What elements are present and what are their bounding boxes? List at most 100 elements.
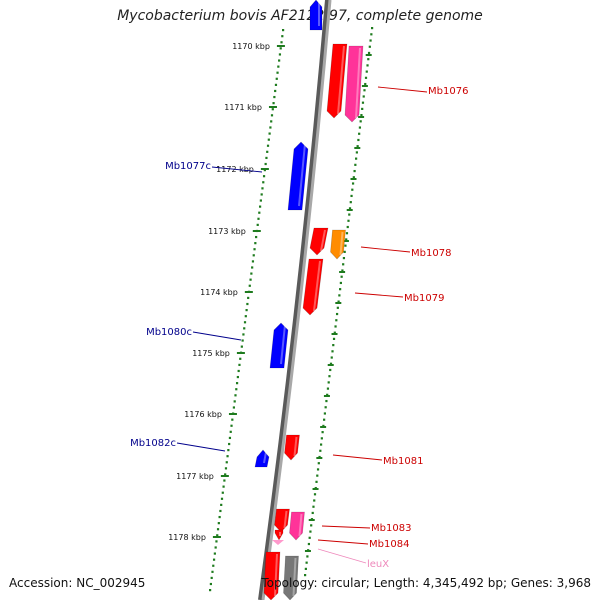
gene-label-mb1082c[interactable]: Mb1082c xyxy=(130,438,176,449)
outer-ruler-dot xyxy=(341,269,344,272)
gene-label-mb1081[interactable]: Mb1081 xyxy=(383,456,423,467)
gene-arrow-mb1076[interactable] xyxy=(344,45,364,123)
inner-ruler-dot xyxy=(258,205,262,208)
inner-ruler-dot xyxy=(274,89,277,93)
gene-label-mb1076[interactable]: Mb1076 xyxy=(428,86,468,97)
inner-ruler-dot xyxy=(247,296,250,300)
outer-ruler-dot xyxy=(309,530,312,533)
outer-ruler-dot xyxy=(319,443,323,446)
outer-ruler-dot xyxy=(371,27,374,30)
gene-label-mb1083[interactable]: Mb1083 xyxy=(371,523,411,534)
ruler-tick-label: 1173 kbp xyxy=(208,227,246,236)
outer-ruler-dot xyxy=(335,312,339,316)
inner-ruler-dot xyxy=(236,375,239,379)
inner-ruler-dot xyxy=(263,169,266,172)
outer-ruler-dot xyxy=(313,493,317,496)
inner-ruler-dot xyxy=(253,248,256,251)
gene-arrow-mb1082c[interactable] xyxy=(254,449,270,468)
outer-ruler-dot xyxy=(320,437,323,440)
inner-ruler-dot xyxy=(227,449,230,452)
inner-ruler-dot xyxy=(246,302,249,306)
inner-ruler-dot xyxy=(264,162,267,166)
inner-ruler-dot xyxy=(278,59,281,62)
outer-ruler-dot xyxy=(321,431,324,434)
inner-ruler-dot xyxy=(218,515,221,519)
gene-arrow-mb1076-a[interactable] xyxy=(326,43,348,119)
inner-ruler-dot xyxy=(262,181,265,184)
outer-ruler-dot xyxy=(329,362,333,365)
inner-ruler-dot xyxy=(238,363,241,366)
inner-ruler-dot xyxy=(268,132,271,135)
gene-label-mb1080c[interactable]: Mb1080c xyxy=(146,327,192,338)
outer-ruler-dot xyxy=(345,238,348,241)
gene-arrow-bottom-b[interactable] xyxy=(283,555,299,600)
outer-ruler-dot xyxy=(313,499,316,502)
outer-ruler-dot xyxy=(343,250,346,253)
outer-ruler-dot xyxy=(358,132,361,135)
outer-ruler-dot xyxy=(342,263,345,266)
gene-label-mb1084[interactable]: Mb1084 xyxy=(369,539,409,550)
gene-arrow-leux[interactable] xyxy=(272,540,284,545)
gene-label-mb1079[interactable]: Mb1079 xyxy=(404,293,444,304)
inner-ruler-dot xyxy=(212,558,216,561)
outer-ruler-dot xyxy=(353,169,356,173)
inner-ruler-dot xyxy=(209,589,212,592)
gene-arrow-mb1078[interactable] xyxy=(330,229,346,260)
gene-arrow-mb1084[interactable] xyxy=(274,529,284,541)
inner-ruler-dot xyxy=(243,327,246,330)
gene-arrow-mb1083-a[interactable] xyxy=(274,508,290,533)
outer-ruler-dot xyxy=(358,126,362,129)
outer-ruler-dot xyxy=(367,58,370,61)
inner-ruler-dot xyxy=(280,41,283,44)
outer-ruler-dot xyxy=(357,138,360,142)
outer-ruler-dot xyxy=(346,225,349,229)
inner-ruler-dot xyxy=(224,473,227,476)
gene-arrow-mb1079[interactable] xyxy=(302,258,324,316)
outer-ruler-dot xyxy=(307,542,311,546)
inner-ruler-dot xyxy=(235,388,238,391)
gene-arrow-mb1080c[interactable] xyxy=(269,322,289,369)
ruler-tick-label: 1175 kbp xyxy=(192,349,230,358)
label-group: Mb1076 Mb1077c Mb1078 Mb1079 Mb1080c Mb1081 Mb… xyxy=(130,86,468,570)
inner-ruler-dot xyxy=(266,150,269,153)
inner-ruler-dot xyxy=(245,309,248,312)
gene-label-mb1077c[interactable]: Mb1077c xyxy=(165,161,211,172)
inner-ruler-dot xyxy=(254,242,257,245)
outer-ruler-dot xyxy=(330,356,333,359)
outer-ruler-dot xyxy=(355,157,358,160)
inner-ruler-dot xyxy=(242,333,245,336)
inner-ruler-dot xyxy=(220,503,223,506)
inner-ruler-dot xyxy=(216,534,219,537)
outer-ruler-dot xyxy=(352,176,355,179)
gene-arrow-mb1077c[interactable] xyxy=(287,141,309,211)
leader-line-mb1079 xyxy=(354,292,404,298)
gene-arrow-bottom-a[interactable] xyxy=(263,551,281,600)
outer-ruler-dot xyxy=(331,350,334,353)
gene-arrow-mb1081[interactable] xyxy=(284,434,300,461)
ruler-tick-label: 1178 kbp xyxy=(168,533,206,542)
leader-line-mb1082c xyxy=(176,442,226,452)
outer-ruler-dot xyxy=(326,387,330,390)
outer-ruler-dot xyxy=(305,561,308,564)
gene-label-mb1078[interactable]: Mb1078 xyxy=(411,248,451,259)
inner-ruler-dot xyxy=(212,564,215,567)
outer-ruler-dot xyxy=(322,424,325,428)
inner-ruler-dot xyxy=(226,455,229,458)
outer-ruler-dot xyxy=(306,555,309,558)
outer-ruler-dot xyxy=(366,64,369,67)
gene-arrow-mb1078-a[interactable] xyxy=(309,227,329,256)
inner-ruler-dot xyxy=(252,254,255,257)
gene-arrow-mb1083[interactable] xyxy=(289,511,305,541)
gene-arrow-mb1083-a-highlight xyxy=(283,510,288,529)
inner-ruler-dot xyxy=(216,528,220,531)
gene-arrow-mb1080c-highlight xyxy=(280,324,286,365)
inner-ruler-dot xyxy=(265,156,268,160)
outer-ruler-dot xyxy=(339,281,342,285)
inner-ruler-dot xyxy=(282,29,285,32)
outer-ruler-dot xyxy=(363,89,366,92)
ruler-tick-label: 1170 kbp xyxy=(232,42,270,51)
gene-arrow-top-partial[interactable] xyxy=(309,0,323,31)
inner-ruler-dot xyxy=(240,345,243,348)
outer-ruler-dot xyxy=(349,201,352,204)
gene-label-leux[interactable]: leuX xyxy=(367,559,389,570)
